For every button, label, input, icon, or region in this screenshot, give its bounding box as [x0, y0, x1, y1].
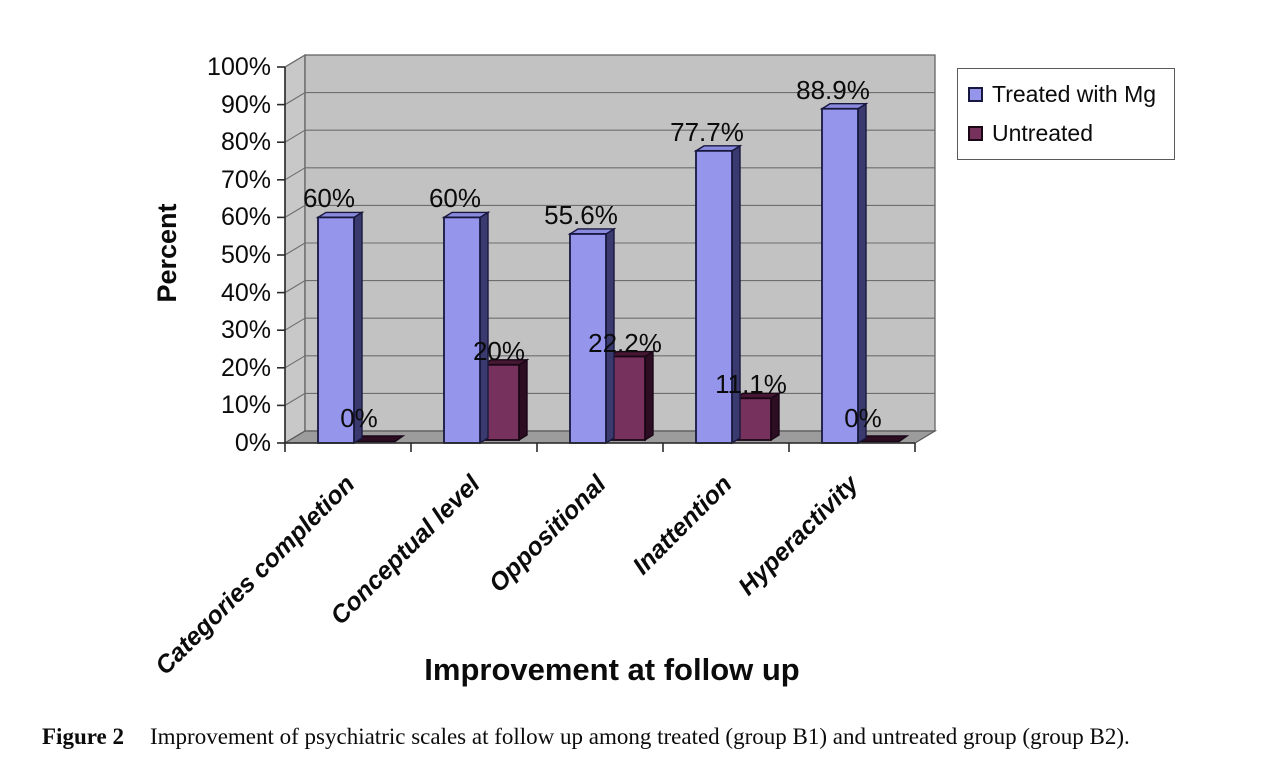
chart-plot — [277, 53, 938, 452]
y-tick-label-80%: 80% — [220, 128, 271, 157]
bar-untreated-inattention — [734, 397, 772, 441]
bar-untreated-oppositional — [608, 355, 646, 441]
legend-label-treated: Treated with Mg — [992, 81, 1157, 107]
side-wall-gridline — [284, 204, 306, 218]
data-label-treated-with-mg-oppositional: 55.6% — [544, 199, 618, 230]
bar-treated-with-mg-inattention — [695, 149, 733, 444]
y-tick-label-30%: 30% — [220, 316, 271, 345]
side-wall-gridline — [284, 242, 306, 256]
y-axis-title: Percent — [152, 203, 182, 303]
side-wall-gridline — [284, 167, 306, 181]
legend-entry-untreated: Untreated — [968, 114, 1164, 153]
y-tick-label-20%: 20% — [220, 353, 271, 382]
side-wall-gridline — [284, 392, 306, 406]
legend-swatch-untreated-icon — [968, 126, 983, 141]
y-tick-label-90%: 90% — [220, 90, 271, 119]
data-label-treated-with-mg-categories-completion: 60% — [302, 183, 356, 214]
legend-label-untreated: Untreated — [992, 120, 1094, 146]
y-tick-label-50%: 50% — [220, 241, 271, 269]
side-wall-gridline — [284, 317, 306, 331]
y-tick-label-70%: 70% — [220, 165, 271, 194]
data-label-untreated-conceptual-level: 20% — [472, 335, 526, 366]
y-tick-label-40%: 40% — [220, 278, 271, 307]
side-wall-gridline — [284, 54, 306, 68]
y-tick-label-0%: 0% — [234, 429, 271, 457]
bar-treated-with-mg-conceptual-level-side — [479, 211, 489, 445]
side-wall-gridline — [284, 129, 306, 143]
figure-caption: Figure 2 Improvement of psychiatric scale… — [42, 724, 1254, 750]
legend: Treated with Mg Untreated — [957, 68, 1175, 160]
caption-label: Figure 2 — [42, 724, 124, 749]
data-label-treated-with-mg-inattention: 77.7% — [670, 116, 744, 147]
data-label-treated-with-mg-hyperactivity: 88.9% — [796, 74, 870, 105]
bar-untreated-conceptual-level-side — [518, 358, 528, 442]
bar-untreated-inattention-side — [770, 392, 780, 442]
chart-area: 0% 60% Categories completion 20% 60% Conceptu… — [149, 53, 938, 680]
x-axis-title: Improvement at follow up — [424, 652, 800, 687]
data-label-untreated-inattention: 11.1% — [715, 369, 787, 400]
side-wall-gridline — [284, 355, 306, 369]
data-label-treated-with-mg-conceptual-level: 60% — [428, 183, 482, 214]
bar-treated-with-mg-hyperactivity — [821, 107, 859, 444]
y-tick-label-60%: 60% — [220, 203, 271, 232]
y-tick-label-10%: 10% — [220, 391, 271, 420]
bar-treated-with-mg-conceptual-level — [443, 216, 481, 444]
data-label-untreated-hyperactivity: 0% — [844, 403, 882, 433]
bar-treated-with-mg-categories-completion — [317, 216, 355, 444]
y-tick-label-100%: 100% — [207, 53, 271, 81]
data-label-untreated-categories-completion: 0% — [340, 403, 378, 433]
bar-untreated-oppositional-side — [644, 350, 654, 442]
side-wall-gridline — [284, 92, 306, 106]
side-wall-gridline — [284, 280, 306, 294]
bar-treated-with-mg-oppositional — [569, 233, 607, 444]
caption-text: Improvement of psychiatric scales at fol… — [149, 724, 1130, 749]
bar-treated-with-mg-hyperactivity-side — [857, 102, 867, 445]
data-label-untreated-oppositional: 22.2% — [588, 327, 662, 358]
legend-swatch-treated-icon — [968, 87, 983, 102]
legend-entry-treated: Treated with Mg — [968, 75, 1164, 114]
